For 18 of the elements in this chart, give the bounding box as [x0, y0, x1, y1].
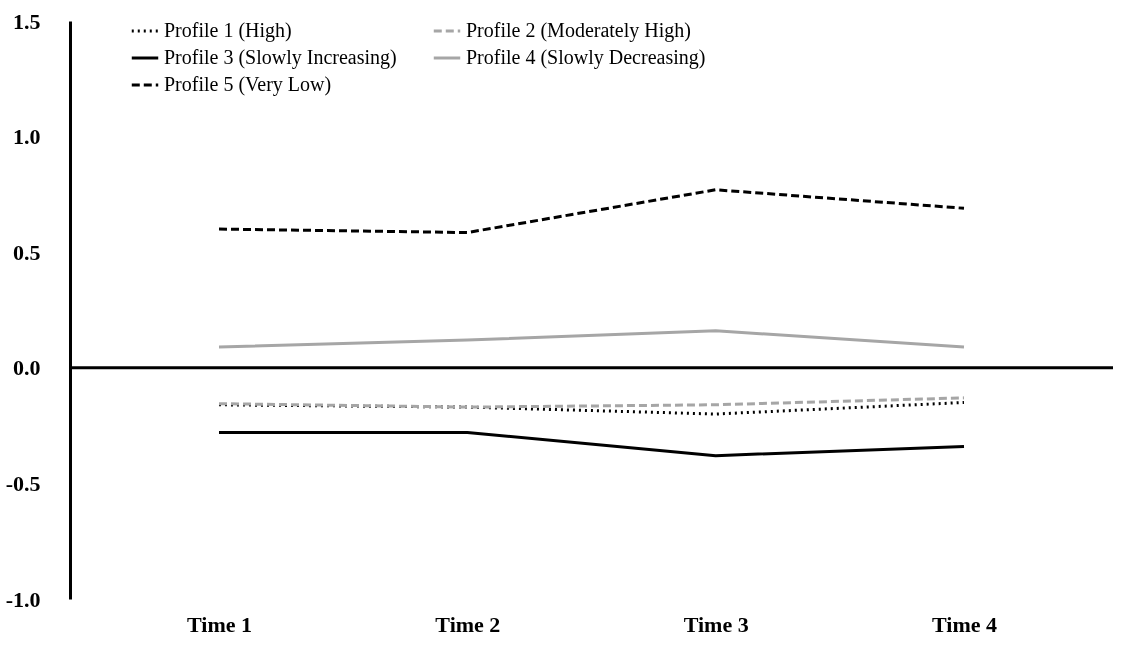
x-tick-label: Time 3: [683, 611, 749, 637]
line-series: [217, 188, 966, 235]
legend-label: Profile 2 (Moderately High): [466, 19, 691, 42]
y-tick-label: 1.0: [13, 124, 41, 150]
x-tick-label: Time 1: [187, 611, 252, 637]
y-tick-label: 0.0: [13, 355, 41, 381]
legend-label: Profile 4 (Slowly Decreasing): [466, 46, 706, 69]
line-series: [217, 396, 966, 409]
y-tick-label: -0.5: [5, 470, 41, 496]
x-tick-label: Time 4: [932, 611, 997, 637]
y-tick-label: 0.5: [13, 239, 41, 265]
x-tick-label: Time 2: [435, 611, 501, 637]
y-tick-label: 1.5: [13, 8, 41, 34]
legend-label: Profile 1 (High): [164, 19, 292, 42]
legend-label: Profile 5 (Very Low): [164, 73, 332, 96]
legend-label: Profile 3 (Slowly Increasing): [164, 46, 397, 69]
y-tick-label: -1.0: [5, 586, 41, 612]
line-series: [217, 400, 966, 416]
